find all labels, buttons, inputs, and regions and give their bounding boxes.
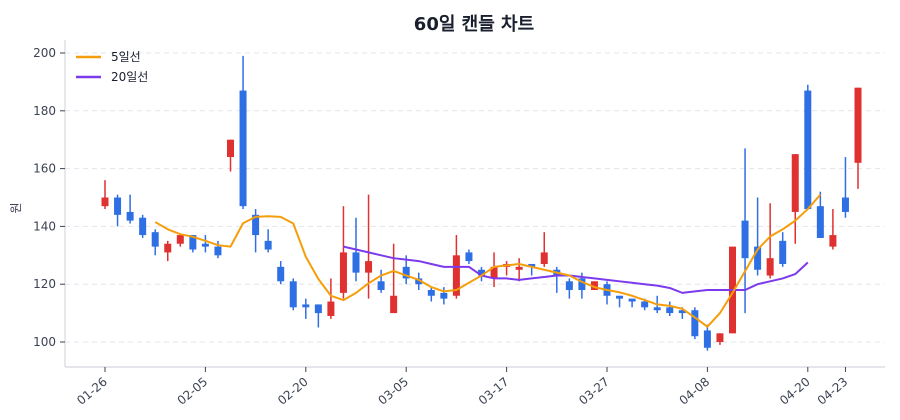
y-axis-label: 원	[9, 202, 23, 213]
candle	[829, 209, 837, 250]
candle	[816, 191, 824, 238]
y-tick-label: 120	[33, 277, 56, 291]
candle	[841, 157, 849, 218]
y-tick-label: 200	[33, 46, 56, 60]
candle	[603, 281, 611, 305]
candle	[189, 235, 197, 253]
candle	[101, 180, 109, 210]
candle	[114, 194, 122, 227]
ma5-line	[154, 193, 822, 328]
candle	[490, 252, 498, 288]
y-tick-label: 100	[33, 335, 56, 349]
candle	[478, 266, 485, 282]
candle	[703, 324, 711, 351]
candle	[766, 203, 774, 279]
candle	[791, 154, 799, 244]
candle	[201, 235, 209, 253]
x-tick-label: 03-17	[476, 375, 512, 408]
candle	[289, 278, 297, 311]
candle	[214, 240, 222, 259]
candle	[176, 235, 184, 247]
candle	[515, 258, 523, 282]
candles	[101, 55, 862, 351]
x-tick-label: 04-08	[677, 375, 713, 408]
candle	[553, 266, 561, 293]
x-tick-label: 02-05	[175, 375, 211, 408]
x-tick-label: 01-26	[74, 375, 110, 408]
candle	[427, 287, 435, 302]
candle	[139, 214, 147, 238]
ma20-line	[343, 245, 809, 294]
candle	[390, 243, 398, 314]
candle	[302, 298, 310, 319]
x-tick-label: 03-05	[375, 375, 411, 408]
candle	[616, 295, 624, 308]
candle	[264, 229, 272, 253]
candle	[754, 197, 762, 276]
legend: 5일선 20일선	[76, 50, 148, 84]
candle	[565, 278, 573, 299]
legend-label-ma20: 20일선	[111, 70, 148, 84]
candle	[164, 240, 172, 262]
candle	[716, 333, 724, 345]
chart-title: 60일 캔들 차트	[414, 14, 534, 35]
candle	[503, 261, 511, 276]
candle	[314, 304, 322, 328]
candle	[252, 209, 260, 253]
candle	[854, 87, 862, 189]
x-tick-label: 04-23	[815, 375, 851, 408]
candle	[628, 298, 636, 308]
candle	[126, 194, 134, 224]
x-tick-label: 02-20	[275, 375, 311, 408]
candle	[779, 232, 787, 267]
candle	[339, 206, 347, 299]
candle	[227, 139, 234, 172]
candle	[691, 307, 699, 340]
candle	[415, 272, 423, 290]
candle	[741, 148, 749, 314]
candle	[377, 269, 385, 293]
candle	[277, 261, 285, 285]
x-tick-label: 03-27	[576, 375, 612, 408]
candle	[151, 229, 159, 256]
candle	[590, 281, 598, 290]
y-gridlines	[65, 52, 885, 343]
candle	[666, 301, 674, 316]
y-tick-label: 160	[33, 162, 56, 176]
candle	[327, 278, 335, 319]
legend-label-ma5: 5일선	[111, 50, 141, 64]
candle	[804, 84, 812, 210]
candle	[239, 55, 247, 210]
candle	[365, 194, 373, 299]
candle	[540, 232, 548, 267]
candle	[440, 287, 448, 305]
y-tick-label: 140	[33, 219, 56, 233]
x-tick-label: 04-20	[777, 375, 813, 408]
candle	[465, 249, 473, 264]
y-tick-label: 180	[33, 104, 56, 118]
